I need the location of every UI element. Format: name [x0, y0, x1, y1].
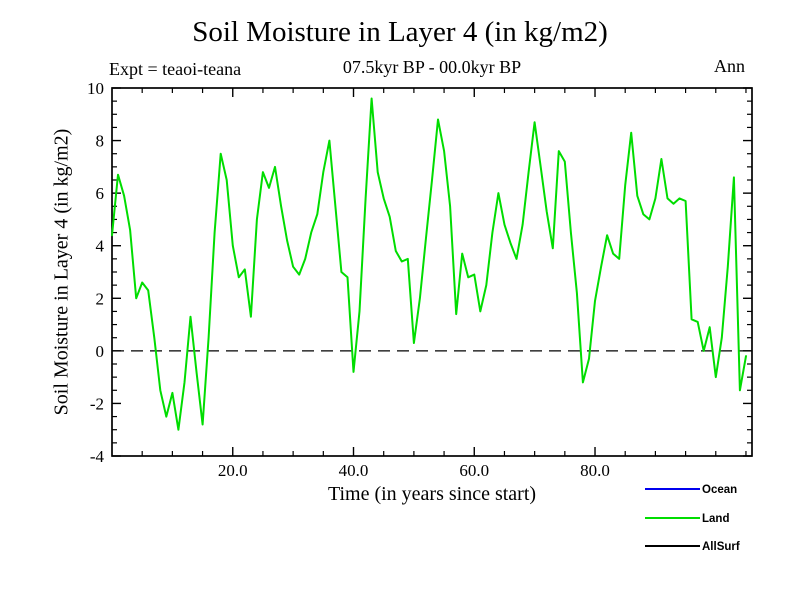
x-tick-label: 60.0 — [459, 461, 489, 480]
time-range-subtitle: 07.5kyr BP - 00.0kyr BP — [342, 57, 522, 77]
y-tick-label: 8 — [96, 132, 105, 151]
plot-frame — [111, 87, 753, 457]
y-tick-label: 2 — [96, 289, 105, 308]
legend-label-allsurf: AllSurf — [702, 541, 740, 553]
y-tick-label: -2 — [90, 394, 104, 413]
page-title: Soil Moisture in Layer 4 (in kg/m2) — [192, 16, 608, 48]
y-tick-label: 10 — [87, 79, 104, 98]
y-tick-label: -4 — [90, 447, 105, 466]
y-tick-label: 4 — [96, 237, 105, 256]
experiment-label: Expt = teaoi-teana — [109, 59, 242, 79]
x-tick-label: 20.0 — [218, 461, 248, 480]
x-tick-label: 80.0 — [580, 461, 610, 480]
x-tick-label: 40.0 — [339, 461, 369, 480]
annual-mean-label: Ann — [714, 56, 745, 76]
x-axis-title: Time (in years since start) — [327, 483, 537, 505]
y-tick-label: 0 — [96, 342, 105, 361]
y-tick-label: 6 — [96, 184, 105, 203]
legend-label-land: Land — [702, 513, 729, 525]
legend-label-ocean: Ocean — [702, 484, 737, 496]
land-series-line — [111, 97, 747, 431]
